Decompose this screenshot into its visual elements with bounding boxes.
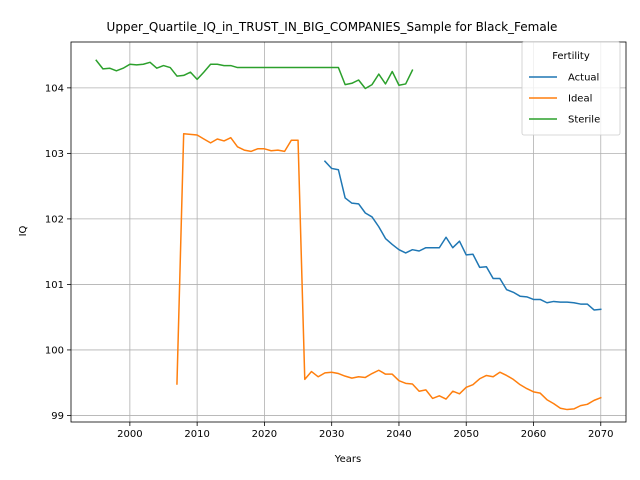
legend-title: Fertility xyxy=(552,51,590,62)
x-tick-label: 2040 xyxy=(386,429,411,440)
x-tick-label: 2000 xyxy=(117,429,142,440)
y-axis-label: IQ xyxy=(18,225,29,236)
legend-label-sterile: Sterile xyxy=(568,115,600,126)
y-tick-label: 103 xyxy=(45,149,64,160)
series-line-ideal xyxy=(176,132,602,411)
x-tick-label: 2050 xyxy=(454,429,479,440)
y-tick-label: 100 xyxy=(45,345,64,356)
x-axis-label: Years xyxy=(334,454,361,465)
series-line-actual xyxy=(323,160,602,311)
x-tick-label: 2010 xyxy=(184,429,209,440)
plot-frame xyxy=(70,41,627,423)
y-tick-label: 104 xyxy=(45,83,64,94)
x-tick-label: 2030 xyxy=(319,429,344,440)
x-tick-label: 2020 xyxy=(252,429,277,440)
y-tick-label: 101 xyxy=(45,280,64,291)
legend-label-actual: Actual xyxy=(568,73,599,84)
legend-label-ideal: Ideal xyxy=(568,94,592,105)
y-tick-label: 102 xyxy=(45,214,64,225)
legend: Fertility Actual Ideal Sterile xyxy=(521,41,621,136)
chart-title: Upper_Quartile_IQ_in_TRUST_IN_BIG_COMPAN… xyxy=(107,20,558,34)
y-tick-label: 99 xyxy=(51,411,64,422)
axis-ticks: 2000 2010 2020 2030 2040 2050 2060 2070 99 100 101… xyxy=(45,83,614,440)
x-tick-label: 2060 xyxy=(521,429,546,440)
series-line-sterile xyxy=(95,59,414,90)
x-tick-label: 2070 xyxy=(588,429,613,440)
legend-box xyxy=(521,41,621,136)
series-lines xyxy=(95,59,602,411)
